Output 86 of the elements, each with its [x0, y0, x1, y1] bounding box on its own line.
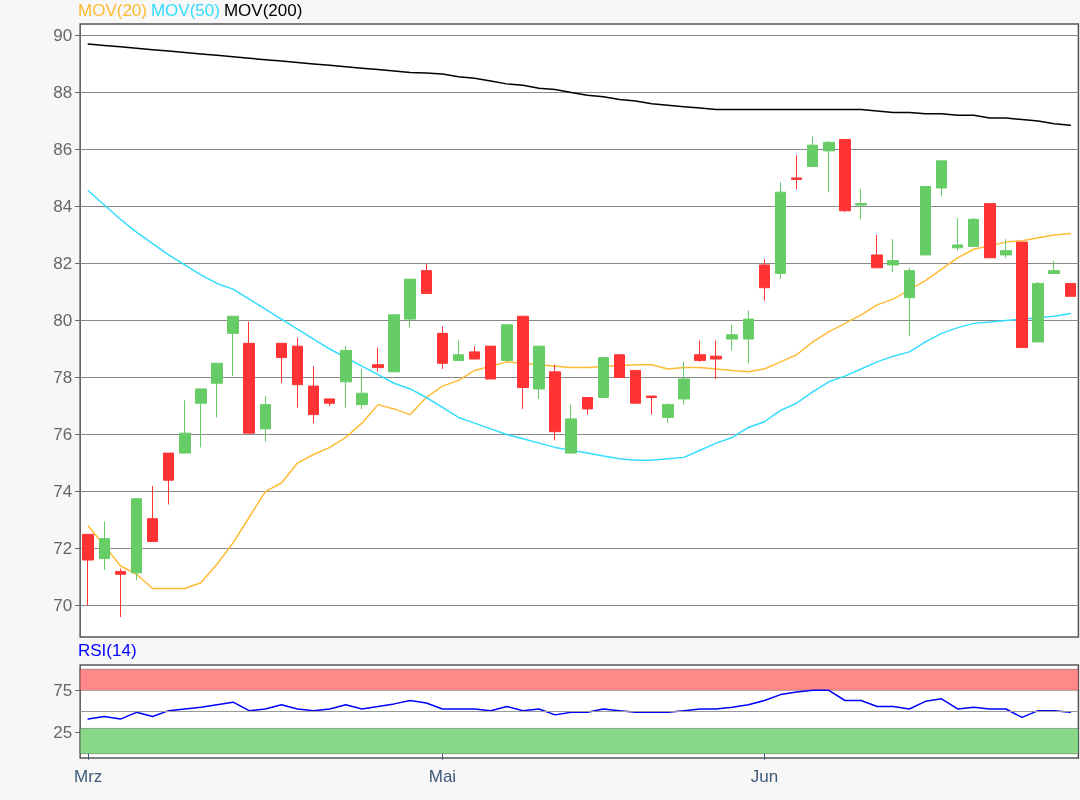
- candlestick: [726, 324, 738, 351]
- candlestick: [501, 324, 513, 363]
- candlestick: [759, 258, 770, 302]
- line-series: [87, 43, 1072, 126]
- candlestick: [163, 452, 174, 505]
- candlestick: [743, 310, 754, 364]
- candlestick: [710, 339, 722, 380]
- text: RSI(14): [78, 641, 137, 660]
- candlestick: [920, 186, 931, 256]
- text: MOV(50): [150, 1, 220, 20]
- candlestick: [549, 364, 561, 441]
- candlestick: [791, 154, 802, 190]
- y-tick-label: 82: [53, 254, 73, 273]
- candlestick: [678, 361, 690, 406]
- candlestick: [582, 397, 593, 416]
- candlestick: [469, 345, 480, 360]
- candlestick: [871, 234, 883, 269]
- text: MOV(200): [223, 1, 303, 20]
- candlestick: [968, 217, 979, 247]
- candlestick: [453, 339, 464, 361]
- candlestick: [324, 398, 335, 407]
- candlestick: [356, 368, 368, 410]
- y-tick-label: 86: [53, 139, 73, 159]
- candlestick: [565, 404, 577, 454]
- candlestick: [952, 217, 963, 252]
- y-tick-label: 70: [53, 596, 73, 616]
- candlestick: [807, 136, 818, 168]
- y-tick-label: 80: [53, 311, 73, 331]
- candlestick: [179, 399, 191, 454]
- candlestick: [243, 321, 255, 434]
- candlestick: [388, 314, 400, 373]
- candlestick: [984, 203, 996, 259]
- candlestick: [131, 498, 142, 581]
- candlestick: [630, 369, 641, 404]
- x-tick-label: Mrz: [74, 767, 103, 786]
- candlestick: [211, 362, 223, 418]
- candlestick: [99, 521, 110, 571]
- candlestick: [823, 140, 835, 193]
- text: MOV(20): [78, 1, 147, 20]
- line-series: [87, 689, 1072, 720]
- y-tick-label: 75: [53, 680, 73, 700]
- candlestick: [115, 568, 126, 618]
- candlestick: [694, 339, 706, 363]
- y-tick-label: 25: [53, 723, 73, 743]
- y-tick-label: 90: [53, 25, 73, 45]
- candlestick: [517, 315, 529, 410]
- candlestick: [437, 325, 448, 370]
- candlestick: [839, 138, 851, 213]
- line-series: [87, 232, 1072, 590]
- candlestick: [1032, 281, 1044, 343]
- candlestick: [887, 238, 899, 273]
- candlestick: [485, 345, 496, 380]
- candlestick: [1065, 282, 1076, 297]
- candlestick: [195, 388, 207, 448]
- candlestick: [147, 485, 158, 542]
- y-tick-label: 88: [53, 82, 73, 102]
- candlestick: [260, 395, 271, 443]
- y-tick-label: 78: [53, 368, 73, 388]
- x-tick-label: Mai: [428, 767, 457, 786]
- candlestick: [276, 342, 287, 384]
- candlestick: [1048, 260, 1060, 274]
- candlestick: [308, 365, 319, 424]
- candlestick: [340, 345, 352, 408]
- candlestick: [614, 354, 625, 379]
- y-tick-label: 84: [53, 196, 73, 216]
- line-series: [87, 190, 1072, 461]
- candlestick: [936, 160, 947, 197]
- y-tick-label: 74: [53, 482, 73, 502]
- candlestick: [421, 263, 432, 294]
- candlestick: [775, 181, 786, 280]
- candlestick: [292, 337, 303, 408]
- candlestick: [372, 347, 384, 373]
- candlestick: [82, 533, 94, 607]
- candlestick: [598, 357, 609, 398]
- candlestick: [855, 188, 867, 220]
- candlestick: [1000, 238, 1012, 259]
- y-tick-label: 72: [53, 539, 73, 559]
- candlestick: [662, 402, 674, 424]
- y-tick-label: 76: [53, 425, 73, 445]
- candlestick: [904, 267, 915, 337]
- candlestick: [404, 278, 416, 329]
- candlestick: [533, 345, 545, 400]
- candlestick: [646, 395, 657, 416]
- candlestick: [1016, 241, 1028, 349]
- candlestick: [227, 315, 239, 377]
- x-tick-label: Jun: [750, 767, 779, 786]
